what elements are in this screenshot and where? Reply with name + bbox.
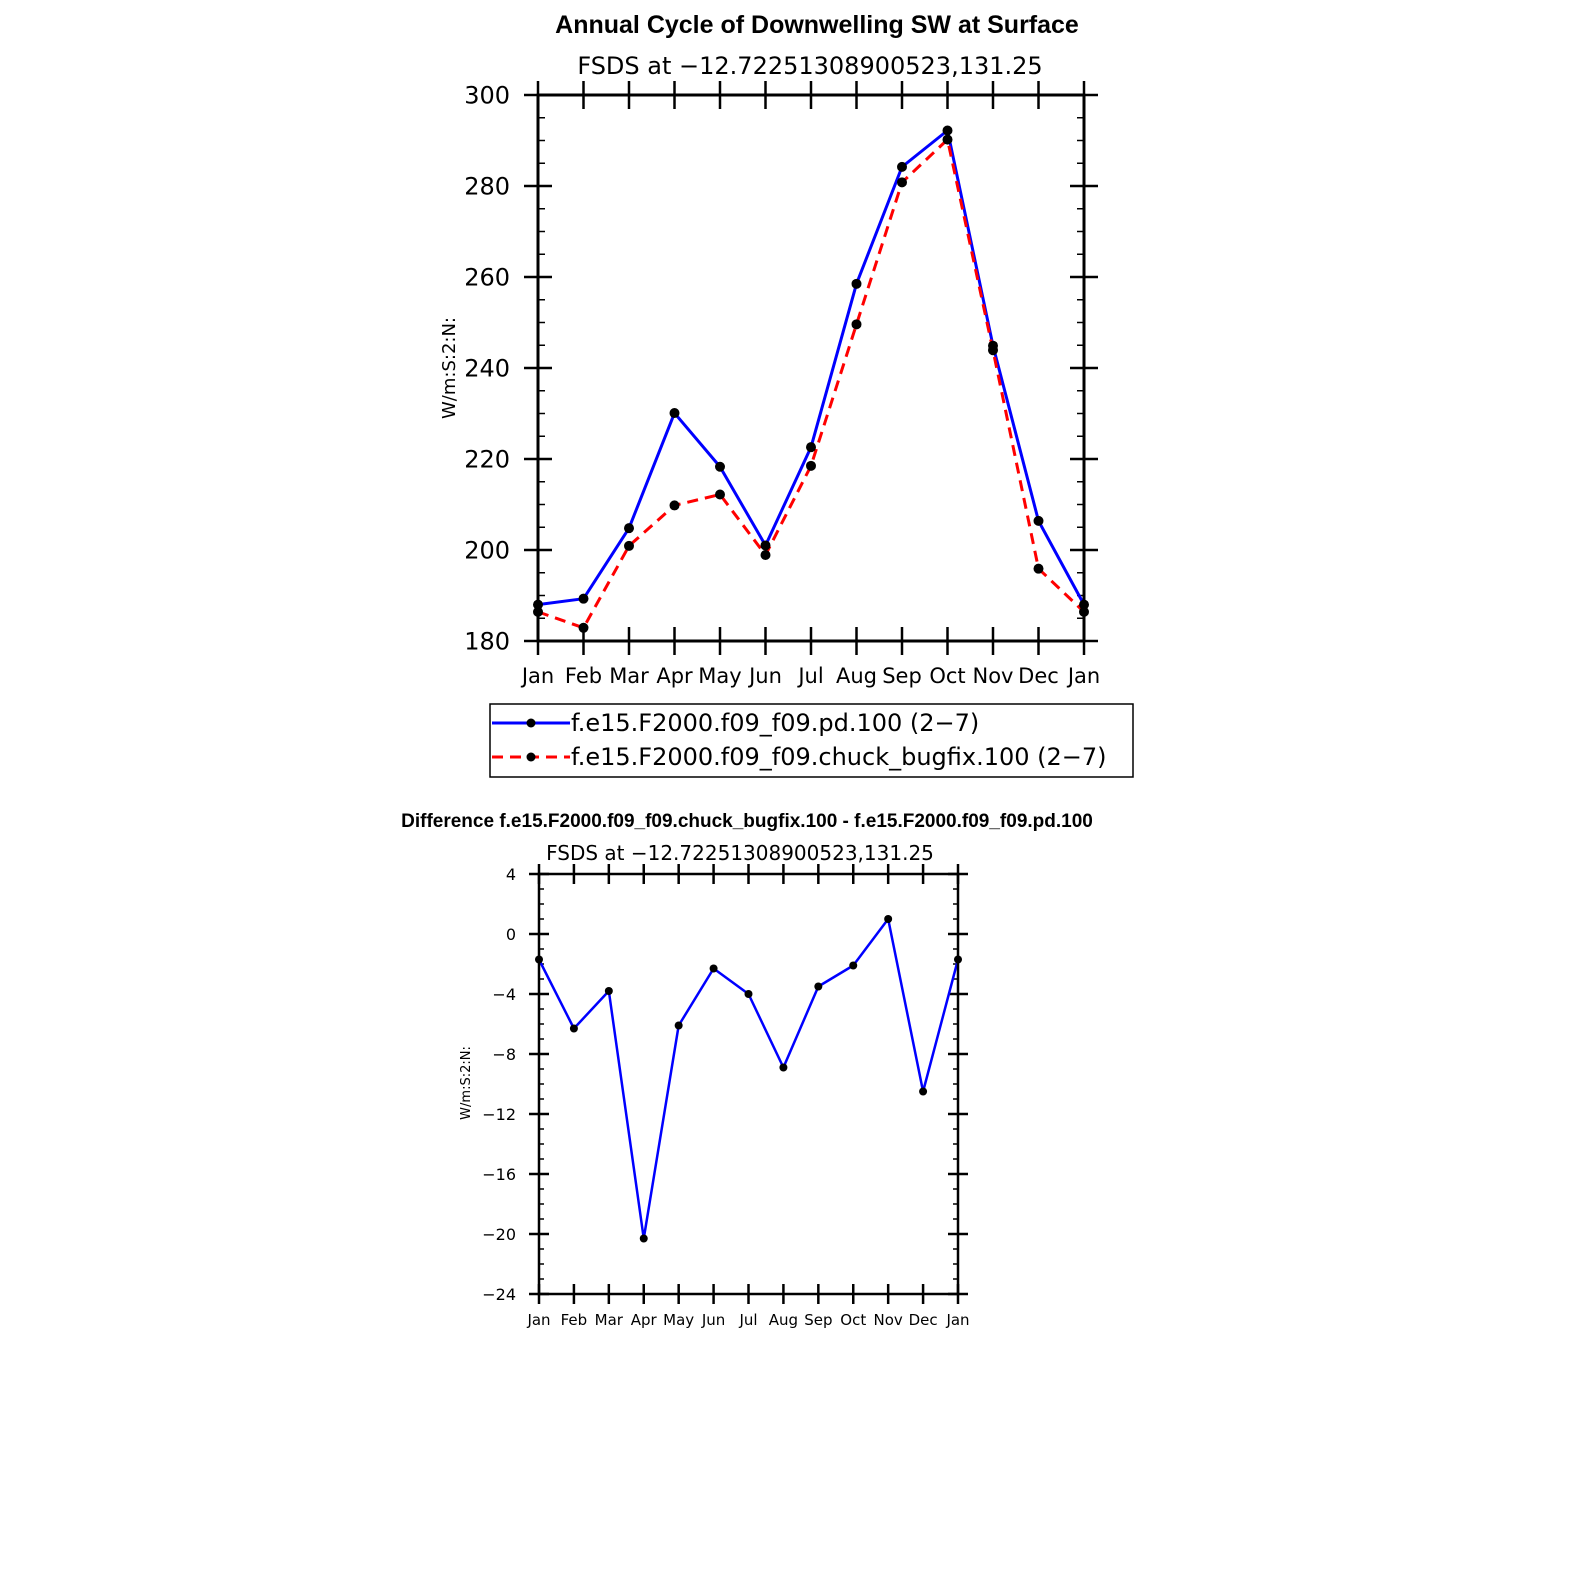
x-tick-label: Oct — [929, 664, 965, 688]
series-2-point — [578, 622, 589, 633]
series-1-point — [1033, 515, 1044, 526]
legend-marker-1 — [526, 718, 536, 728]
x-tick-label: Oct — [840, 1311, 866, 1329]
legend-box — [489, 703, 1134, 778]
series-1-point — [674, 1021, 683, 1030]
chart-annual-cycle: Annual Cycle of Downwelling SW at Surfac… — [439, 11, 1134, 778]
series-2-point — [988, 345, 998, 356]
series-line-1 — [537, 917, 960, 1240]
x-tick-label: Jan — [520, 664, 554, 688]
series-1-point — [760, 540, 771, 551]
series-2-point — [806, 460, 816, 471]
y-tick-label: 280 — [464, 173, 510, 201]
x-tick-label: Feb — [565, 664, 602, 688]
x-tick-label: Feb — [561, 1311, 588, 1329]
series-1-point — [744, 990, 753, 998]
series-1-point — [715, 461, 725, 472]
legend-label-1: f.e15.F2000.f09_f09.pd.100 (2−7) — [571, 709, 979, 737]
series-1-point — [779, 1063, 788, 1072]
x-tick-label: Jan — [526, 1311, 550, 1329]
y-tick-label: 0 — [506, 925, 516, 944]
x-tick-label: Aug — [769, 1311, 798, 1329]
chart1-points — [533, 125, 1089, 633]
chart1-plot-frame — [536, 93, 1086, 643]
x-tick-label: May — [698, 664, 741, 688]
x-tick-label: Dec — [1018, 664, 1059, 688]
series-1-point — [942, 125, 953, 136]
x-tick-label: Mar — [595, 1311, 624, 1329]
x-tick-label: Jan — [945, 1311, 969, 1329]
series-2-point — [942, 134, 953, 145]
x-tick-label: Jun — [747, 664, 782, 688]
series-1-point — [604, 987, 613, 995]
chart1-legend: f.e15.F2000.f09_f09.pd.100 (2−7) f.e15.F… — [489, 703, 1134, 778]
legend-label-2: f.e15.F2000.f09_f09.chuck_bugfix.100 (2−… — [571, 743, 1107, 771]
chart1-title: Annual Cycle of Downwelling SW at Surfac… — [555, 11, 1079, 39]
y-tick-label: 220 — [464, 446, 510, 474]
y-tick-label: 300 — [464, 82, 510, 110]
x-tick-label: Sep — [804, 1311, 832, 1329]
series-1-point — [624, 523, 634, 534]
chart2-axes: 4 0 −4 −8 −12 −16 −20 −24 Jan Feb Mar Apr May Jun Jul A… — [482, 864, 970, 1329]
series-2-point — [897, 177, 907, 188]
x-tick-label: Aug — [836, 664, 877, 688]
y-tick-label: −20 — [482, 1225, 516, 1244]
x-tick-label: Nov — [973, 664, 1014, 688]
series-2-point — [715, 489, 725, 500]
y-tick-label: −16 — [482, 1165, 516, 1184]
series-1-point — [851, 278, 862, 289]
chart2-ylabel: W/m:S:2:N: — [459, 1046, 474, 1120]
y-tick-label: 260 — [464, 264, 510, 292]
x-tick-label: Jul — [738, 1311, 757, 1329]
series-1-point — [897, 161, 907, 172]
series-1-point — [806, 442, 816, 453]
chart2-plot-frame — [537, 872, 960, 1296]
x-tick-label: Apr — [631, 1311, 658, 1329]
y-tick-label: −4 — [492, 985, 516, 1004]
x-tick-label: Mar — [609, 664, 649, 688]
series-1-point — [639, 1234, 648, 1243]
chart-difference: Difference f.e15.F2000.f09_f09.chuck_bug… — [401, 811, 1093, 1329]
y-tick-label: −8 — [492, 1045, 516, 1064]
series-line-1 — [537, 128, 1086, 607]
series-1-point — [849, 961, 858, 970]
chart1-axes: 180 200 220 240 260 280 300 Jan Feb Mar Apr May Jun J… — [464, 81, 1100, 688]
series-1-point — [884, 915, 893, 923]
series-2-point — [760, 550, 771, 561]
x-tick-label: Nov — [874, 1311, 903, 1329]
legend-marker-2 — [526, 752, 536, 762]
y-tick-label: 240 — [464, 355, 510, 383]
series-1-point — [578, 593, 589, 604]
x-tick-label: Jun — [701, 1311, 725, 1329]
x-tick-label: May — [663, 1311, 694, 1329]
chart2-series-lines — [537, 917, 960, 1240]
series-2-point — [1033, 563, 1044, 574]
series-1-point — [669, 408, 680, 419]
series-2-point — [851, 319, 862, 330]
chart1-ylabel: W/m:S:2:N: — [439, 317, 460, 419]
x-tick-label: Apr — [656, 664, 693, 688]
series-2-point — [669, 500, 680, 511]
chart2-subtitle: FSDS at −12.72251308900523,131.25 — [546, 841, 934, 865]
chart1-series-lines — [537, 128, 1086, 630]
y-tick-label: −24 — [482, 1285, 516, 1304]
series-1-point — [814, 982, 823, 991]
y-tick-label: −12 — [482, 1105, 516, 1124]
series-1-point — [709, 964, 718, 973]
x-tick-label: Dec — [909, 1311, 938, 1329]
x-tick-label: Jul — [796, 664, 823, 688]
series-1-point — [919, 1087, 928, 1096]
chart2-points — [535, 915, 962, 1243]
chart2-title: Difference f.e15.F2000.f09_f09.chuck_bug… — [401, 811, 1093, 832]
x-tick-label: Jan — [1066, 664, 1100, 688]
y-tick-label: 200 — [464, 537, 510, 565]
series-1-point — [569, 1024, 578, 1033]
y-tick-label: 4 — [506, 865, 516, 884]
x-tick-label: Sep — [882, 664, 922, 688]
y-tick-label: 180 — [464, 628, 510, 656]
chart1-subtitle: FSDS at −12.72251308900523,131.25 — [577, 52, 1042, 80]
series-2-point — [624, 540, 634, 551]
